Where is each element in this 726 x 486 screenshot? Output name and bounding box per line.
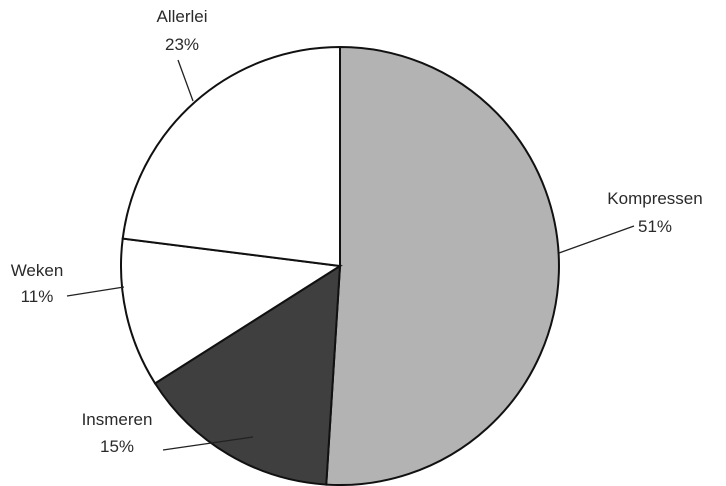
slice-value-weken: 11% xyxy=(21,287,54,306)
slice-value-allerlei: 23% xyxy=(165,35,199,54)
slice-label-weken: Weken xyxy=(11,261,64,280)
slice-label-insmeren: Insmeren xyxy=(82,410,153,429)
slice-value-insmeren: 15% xyxy=(100,437,134,456)
slice-label-kompressen: Kompressen xyxy=(607,189,702,208)
slice-labels: Kompressen 51% Insmeren 15% Weken 11% Allerlei… xyxy=(11,7,703,456)
leader-lines xyxy=(66,59,635,451)
pie-slices xyxy=(120,45,560,486)
pie-slice-allerlei xyxy=(121,45,341,268)
slice-label-allerlei: Allerlei xyxy=(156,7,207,26)
slice-value-kompressen: 51% xyxy=(638,217,672,236)
leader-line-kompressen xyxy=(558,225,635,254)
leader-line-weken xyxy=(66,286,125,297)
leader-line-allerlei xyxy=(177,59,194,102)
leader-line-insmeren xyxy=(162,436,254,451)
pie-slice-insmeren xyxy=(153,264,342,486)
pie-slice-kompressen xyxy=(325,45,560,486)
pie-slice-weken xyxy=(120,237,343,385)
